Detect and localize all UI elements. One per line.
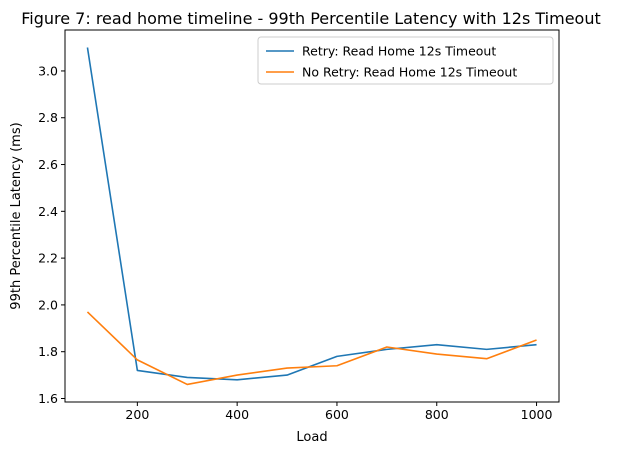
x-tick-label: 1000 xyxy=(521,407,553,422)
y-axis-title: 99th Percentile Latency (ms) xyxy=(9,122,24,309)
x-tick-label: 400 xyxy=(225,407,249,422)
legend-box xyxy=(257,36,554,85)
plot-area xyxy=(64,29,560,403)
series-line-no-retry xyxy=(86,311,537,386)
x-tick-label: 200 xyxy=(125,407,149,422)
y-tick-label: 2.2 xyxy=(38,251,58,266)
chart-title: Figure 7: read home timeline - 99th Perc… xyxy=(21,9,601,28)
y-tick-label: 3.0 xyxy=(38,63,58,78)
x-axis-ticks: 200 400 600 800 1000 xyxy=(125,402,552,422)
x-axis-title: Load xyxy=(296,430,327,445)
y-tick-label: 2.0 xyxy=(38,297,58,312)
x-tick-label: 600 xyxy=(325,407,349,422)
legend-label: Retry: Read Home 12s Timeout xyxy=(302,44,496,59)
x-tick-label: 800 xyxy=(425,407,449,422)
y-tick-label: 2.4 xyxy=(38,204,58,219)
y-tick-label: 2.6 xyxy=(38,157,58,172)
series-line-retry xyxy=(86,47,537,381)
y-tick-label: 2.8 xyxy=(38,110,58,125)
legend: Retry: Read Home 12s Timeout No Retry: Re… xyxy=(257,36,554,85)
y-tick-label: 1.6 xyxy=(38,391,58,406)
y-axis-ticks: 1.6 1.8 2.0 2.2 2.4 2.6 2.8 3.0 xyxy=(38,63,65,406)
series-lines xyxy=(86,47,537,386)
legend-label: No Retry: Read Home 12s Timeout xyxy=(302,65,517,80)
y-tick-label: 1.8 xyxy=(38,344,58,359)
